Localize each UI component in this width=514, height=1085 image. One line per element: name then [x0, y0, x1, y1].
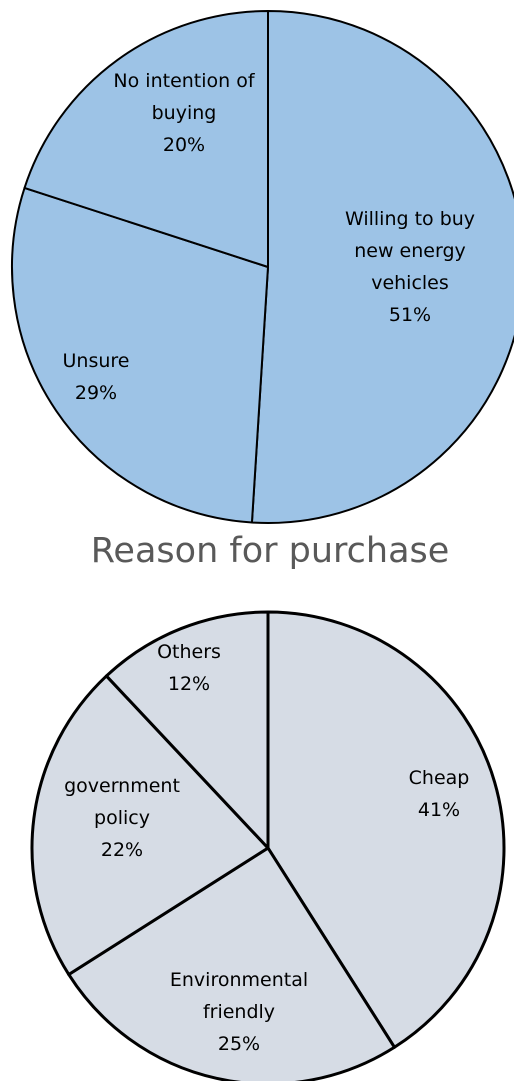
- pie2-title: Reason for purchase: [91, 531, 450, 571]
- pie2-label-government-policy: government policy 22%: [64, 775, 180, 861]
- pie2-labels: Cheap 41% Environmental friendly 25% governme…: [64, 641, 469, 1055]
- pie2-slice-environmental-friendly: [67, 846, 396, 1085]
- pie1-labels: Willing to buy new energy vehicles 51% Unsur…: [63, 70, 476, 404]
- pie2-slice-others: [104, 610, 270, 850]
- pie1-label-unsure: Unsure 29%: [63, 350, 130, 404]
- pie2-label-cheap: Cheap 41%: [409, 767, 470, 821]
- pie2-label-others: Others 12%: [157, 641, 221, 695]
- pie1-slice-no-intention-of-buying: [23, 10, 269, 268]
- pie2-label-environmental-friendly: Environmental friendly 25%: [170, 969, 308, 1055]
- pie2-slices: [30, 610, 506, 1085]
- pie1-slices: [11, 10, 514, 524]
- pie1-label-willing-to-buy-new-energy-vehicles: Willing to buy new energy vehicles 51%: [345, 208, 475, 326]
- pie1-label-no-intention-of-buying: No intention of buying 20%: [113, 70, 255, 156]
- pie1-slice-unsure: [11, 186, 269, 524]
- pie1-slice-willing-to-buy-new-energy-vehicles: [250, 10, 514, 524]
- pie2-slice-government-policy: [30, 674, 270, 976]
